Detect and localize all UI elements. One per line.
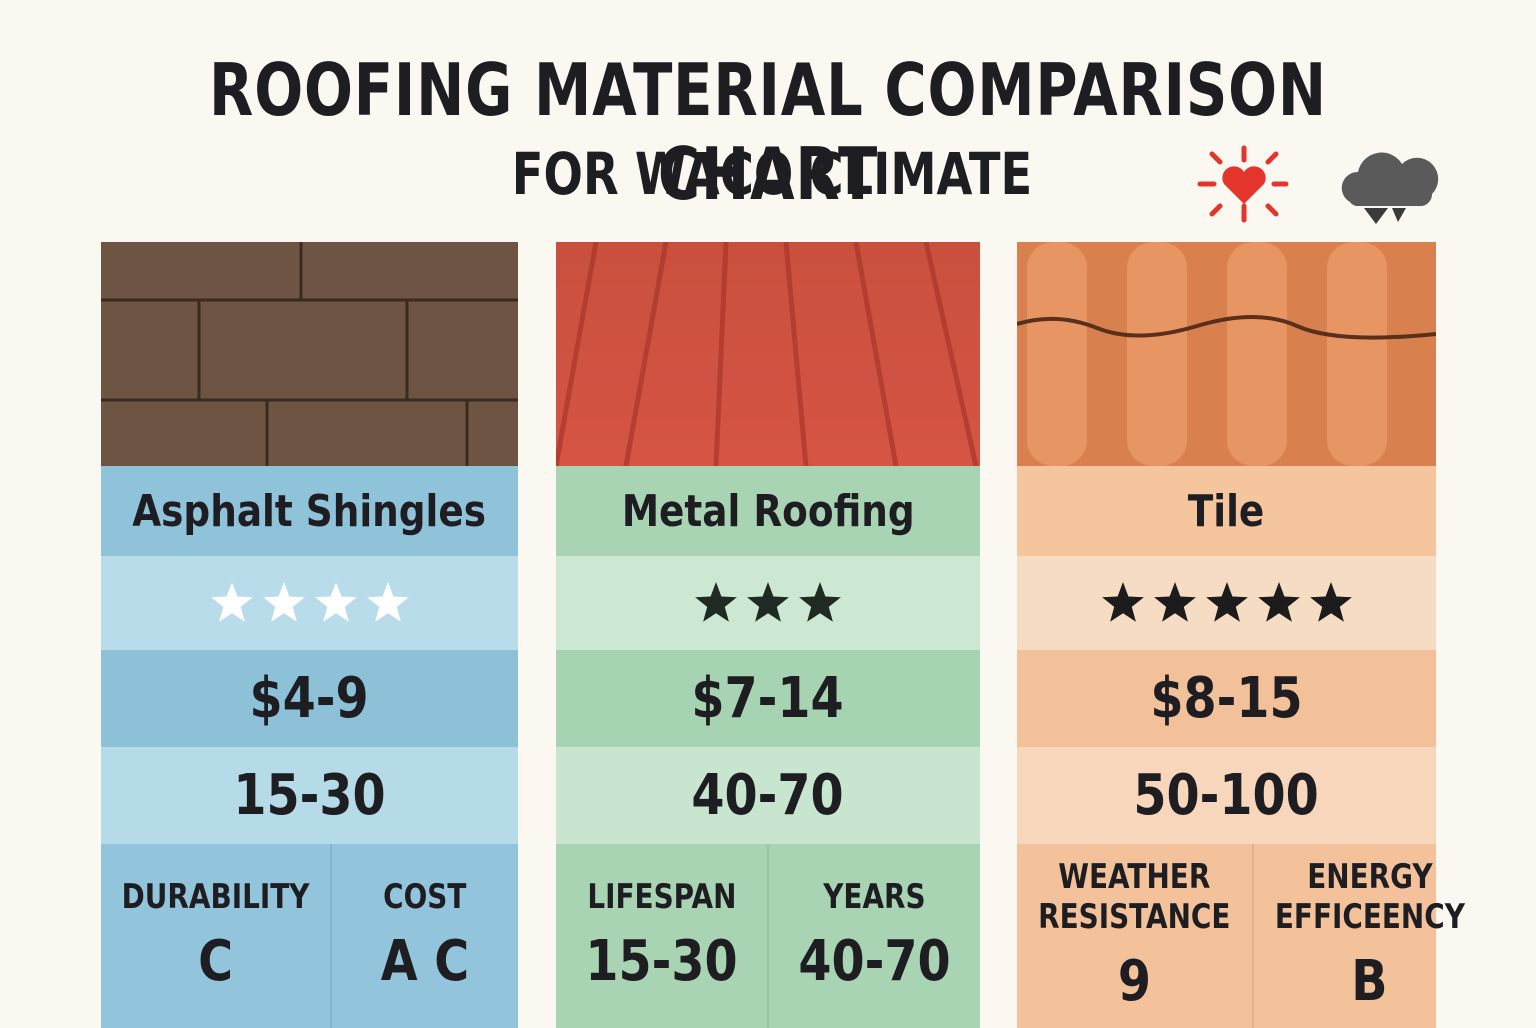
subtitle: FOR WACO CLIMATE	[511, 140, 1033, 208]
star	[314, 582, 357, 622]
star	[695, 582, 737, 622]
detail-value: A C	[380, 929, 470, 995]
stars	[695, 582, 841, 622]
material-column: Metal Roofing $7-14 40-70 LIFESPAN 15-30 YEAR…	[556, 242, 980, 1028]
tile-texture	[1017, 242, 1436, 466]
detail-cell: WEATHER RESISTANCE 9	[1017, 844, 1252, 1028]
detail-label: WEATHER RESISTANCE	[1038, 857, 1231, 937]
detail-cell: COST A C	[330, 844, 518, 1028]
material-name: Metal Roofing	[556, 466, 980, 556]
detail-label: ENERGY EFFICEENCY	[1274, 857, 1465, 937]
price-text: $7-14	[691, 666, 845, 731]
stars	[1101, 582, 1352, 622]
asphalt-texture	[101, 242, 518, 466]
detail-value: C	[198, 929, 233, 995]
stars	[210, 582, 409, 622]
star-rating	[556, 556, 980, 650]
star	[262, 582, 305, 622]
years: 40-70	[556, 747, 980, 844]
material-name-text: Tile	[1188, 485, 1265, 537]
material-name-text: Metal Roofing	[621, 485, 915, 537]
price: $8-15	[1017, 650, 1436, 747]
price: $4-9	[101, 650, 518, 747]
details: LIFESPAN 15-30 YEARS 40-70	[556, 844, 980, 1028]
detail-label: YEARS	[823, 876, 926, 917]
details: DURABILITY C COST A C	[101, 844, 518, 1028]
detail-value: 15-30	[585, 929, 738, 995]
sun-icon	[1197, 145, 1289, 223]
years-text: 15-30	[233, 763, 386, 828]
material-name-text: Asphalt Shingles	[132, 485, 487, 537]
detail-value: 40-70	[798, 929, 951, 995]
title: ROOFING MATERIAL COMPARISON CHART	[209, 48, 1327, 216]
price-text: $8-15	[1150, 666, 1303, 731]
years: 50-100	[1017, 747, 1436, 844]
years: 15-30	[101, 747, 518, 844]
star	[1309, 582, 1352, 622]
star	[210, 582, 253, 622]
star	[366, 582, 409, 622]
material-column: Asphalt Shingles $4-9 15-30 DURABILITY C COST…	[101, 242, 518, 1028]
detail-cell: ENERGY EFFICEENCY B	[1251, 844, 1486, 1028]
details: WEATHER RESISTANCE 9 ENERGY EFFICEENCY B	[1017, 844, 1464, 1028]
material-name: Asphalt Shingles	[101, 466, 518, 556]
detail-cell: LIFESPAN 15-30	[556, 844, 767, 1028]
detail-label: LIFESPAN	[586, 876, 737, 917]
material-column: Tile $8-15 50-100 WEATHER RESISTANCE 9 ENERGY…	[1017, 242, 1464, 1028]
star	[1257, 582, 1300, 622]
price-text: $4-9	[249, 666, 370, 731]
detail-cell: DURABILITY C	[101, 844, 330, 1028]
material-name: Tile	[1017, 466, 1436, 556]
price: $7-14	[556, 650, 980, 747]
star-rating	[1017, 556, 1436, 650]
star	[1153, 582, 1196, 622]
star-rating	[101, 556, 518, 650]
detail-cell: YEARS 40-70	[767, 844, 980, 1028]
star	[1101, 582, 1144, 622]
detail-value: B	[1351, 948, 1388, 1014]
star	[799, 582, 841, 622]
years-text: 50-100	[1133, 763, 1320, 828]
star	[1205, 582, 1248, 622]
years-text: 40-70	[691, 763, 845, 828]
storm-icon	[1341, 152, 1439, 224]
detail-value: 9	[1117, 948, 1151, 1014]
star	[747, 582, 789, 622]
detail-label: COST	[383, 876, 467, 917]
detail-label: DURABILITY	[121, 876, 310, 917]
metal-texture	[556, 242, 980, 466]
